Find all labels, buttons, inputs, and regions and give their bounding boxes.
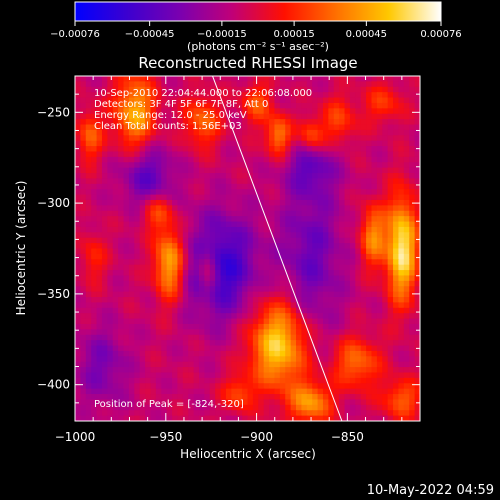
annotation-time-range: 10-Sep-2010 22:04:44.000 to 22:06:08.000: [94, 88, 312, 99]
colorbar: [74, 1, 442, 22]
y-axis-label: Heliocentric Y (arcsec): [14, 181, 28, 316]
colorbar-ticks: −0.00076 −0.00045 −0.00015 0.00015 0.00045 0.…: [50, 21, 462, 40]
footer-date: 10-May-2022 04:59: [367, 483, 494, 498]
colorbar-tick-label: 0.00076: [420, 29, 461, 40]
x-axis: −1000 −950 −900 −850: [55, 76, 421, 444]
solar-limb-line: [212, 76, 343, 421]
chart-title: Reconstructed RHESSI Image: [138, 54, 357, 72]
y-tick-label: −250: [37, 105, 70, 119]
peak-position-label: Position of Peak = [-824,-320]: [94, 399, 244, 410]
y-tick-label: −300: [37, 196, 70, 210]
y-tick-label: −400: [37, 378, 70, 392]
annotation-energy-range: Energy Range: 12.0 - 25.0 keV: [94, 110, 247, 121]
colorbar-units-label: (photons cm⁻² s⁻¹ asec⁻²): [187, 40, 329, 53]
colorbar-tick-label: −0.00076: [50, 29, 100, 40]
x-axis-label: Heliocentric X (arcsec): [180, 447, 316, 461]
plot-frame: [74, 75, 421, 422]
colorbar-tick-label: 0.00015: [273, 29, 314, 40]
x-tick-label: −1000: [55, 430, 96, 444]
info-annotations: 10-Sep-2010 22:04:44.000 to 22:06:08.000…: [94, 88, 312, 132]
x-tick-label: −950: [149, 430, 182, 444]
x-tick-label: −900: [240, 430, 273, 444]
colorbar-tick-label: −0.00015: [197, 29, 247, 40]
colorbar-tick-label: 0.00045: [346, 29, 387, 40]
annotation-detectors: Detectors: 3F 4F 5F 6F 7F 8F, Att 0: [94, 99, 268, 110]
x-tick-label: −850: [331, 430, 364, 444]
heatmap-image: [75, 76, 420, 421]
annotation-clean-counts: Clean Total counts: 1.56E+03: [94, 121, 242, 132]
y-tick-label: −350: [37, 287, 70, 301]
colorbar-tick-label: −0.00045: [125, 29, 175, 40]
y-axis: −250 −300 −350 −400: [37, 75, 420, 422]
